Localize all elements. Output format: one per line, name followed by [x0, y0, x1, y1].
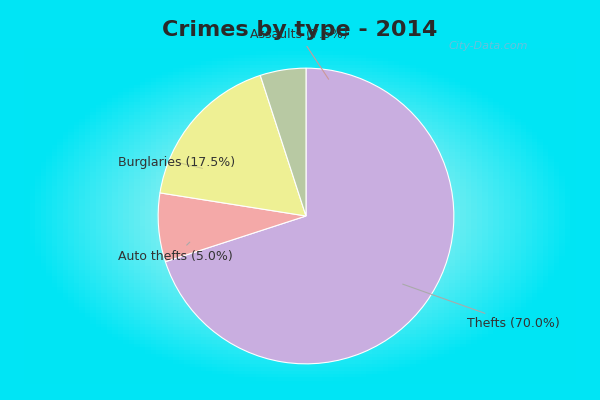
Wedge shape [158, 193, 306, 262]
Wedge shape [260, 68, 306, 216]
Text: Crimes by type - 2014: Crimes by type - 2014 [163, 20, 437, 40]
Wedge shape [166, 68, 454, 364]
Text: Burglaries (17.5%): Burglaries (17.5%) [118, 156, 235, 169]
Text: Thefts (70.0%): Thefts (70.0%) [403, 284, 560, 330]
Text: City-Data.com: City-Data.com [448, 41, 528, 51]
Wedge shape [160, 75, 306, 216]
Text: Auto thefts (5.0%): Auto thefts (5.0%) [118, 242, 233, 263]
Text: Assaults (7.5%): Assaults (7.5%) [250, 28, 348, 79]
